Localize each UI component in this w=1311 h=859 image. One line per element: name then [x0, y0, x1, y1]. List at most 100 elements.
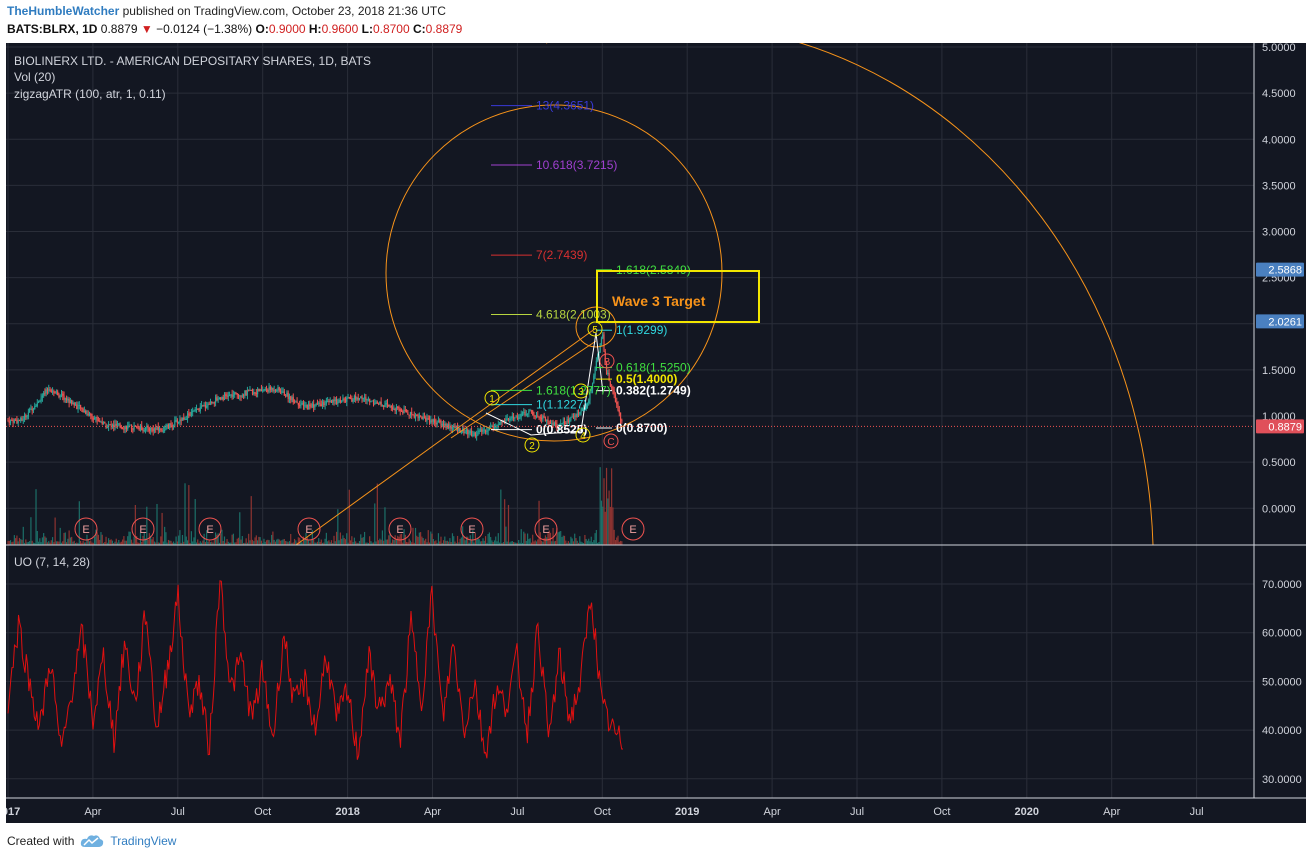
author-link[interactable]: TheHumbleWatcher [7, 4, 120, 18]
candle-body [82, 408, 84, 413]
candle-body [18, 420, 21, 422]
candle-body [397, 407, 399, 409]
volume-bar [502, 542, 504, 545]
candle-body [493, 428, 496, 430]
candle-body [458, 428, 460, 432]
candle-body [492, 425, 494, 429]
candle-body [232, 394, 235, 397]
candle-body [341, 400, 343, 403]
candle-body [216, 397, 218, 401]
volume-bar [588, 538, 590, 545]
candle-body [165, 426, 167, 430]
candle-body [111, 424, 114, 426]
candle-body [223, 394, 226, 400]
close-value: 0.8879 [425, 22, 463, 36]
volume-bar [380, 539, 382, 545]
volume-bar [12, 541, 14, 545]
earnings-circle [534, 517, 558, 541]
earnings-circle [460, 517, 484, 541]
wave-label: 4 [580, 431, 586, 442]
volume-bar [315, 542, 317, 545]
candle-body [203, 405, 205, 407]
volume-bar [616, 537, 618, 545]
candle-body [360, 396, 362, 399]
volume-bar [62, 541, 64, 545]
volume-bar [421, 536, 423, 545]
volume-bar [25, 539, 27, 545]
candle-body [337, 401, 339, 404]
volume-bar [484, 536, 487, 545]
candle-body [534, 415, 536, 417]
volume-bar [417, 537, 419, 545]
candle-body [91, 415, 93, 419]
volume-bar [416, 535, 418, 545]
volume-bar [384, 507, 386, 545]
candle-body [621, 420, 623, 422]
candle-body [144, 427, 147, 431]
tradingview-link[interactable]: TradingView [110, 834, 177, 848]
volume-bar [486, 542, 488, 545]
volume-bar [299, 537, 301, 545]
volume-bar [523, 531, 525, 545]
candle-body [342, 398, 344, 401]
volume-bar [68, 530, 70, 545]
volume-bar [57, 541, 59, 545]
candle-body [174, 420, 176, 426]
volume-bar [459, 538, 461, 545]
volume-bar [32, 542, 35, 545]
candle-body [581, 408, 583, 411]
volume-bar [458, 542, 460, 545]
chart-svg[interactable]: 13(4.3651) 10.618(3.7215) 7(2.7439) 4.618(2… [0, 23, 1306, 823]
candle-body [128, 424, 130, 426]
chart-area[interactable]: 13(4.3651) 10.618(3.7215) 7(2.7439) 4.618(2… [0, 23, 1306, 823]
volume-bar [376, 483, 378, 545]
time-tick-label: Apr [764, 806, 781, 818]
volume-bar [390, 542, 392, 545]
candle-body [430, 420, 432, 423]
volume-bar [97, 534, 100, 545]
volume-bar [111, 540, 114, 545]
earnings-label: E [542, 524, 549, 536]
candle-body [237, 395, 240, 397]
candle-body [566, 419, 568, 425]
volume-bar [367, 542, 370, 545]
candle-body [276, 390, 278, 392]
candle-body [209, 401, 212, 405]
candle-body [142, 430, 144, 432]
volume-bar [244, 542, 246, 545]
volume-bar [255, 535, 257, 545]
candle-body [537, 415, 539, 417]
volume-bar [524, 533, 526, 545]
candle-body [428, 419, 431, 423]
volume-bar [325, 532, 327, 545]
volume-bar [279, 540, 282, 545]
candle-body [99, 420, 101, 422]
candle-body [574, 415, 576, 417]
volume-bar [283, 539, 285, 545]
candle-body [72, 402, 74, 405]
candle-body [347, 397, 349, 399]
candle-body [488, 427, 490, 431]
volume-bar [371, 542, 373, 545]
volume-bar [206, 530, 208, 545]
candle-body [260, 389, 263, 392]
volume-bar [525, 540, 527, 545]
volume-bar [72, 541, 74, 545]
volume-bar [597, 542, 599, 545]
candle-body [7, 420, 9, 422]
candle-body [579, 412, 581, 415]
candle-body [101, 421, 103, 425]
volume-bar [365, 542, 367, 545]
candle-body [17, 420, 19, 423]
volume-bar [9, 540, 12, 545]
candle-body [279, 390, 282, 393]
candle-body [525, 414, 527, 416]
volume-bar [184, 483, 186, 545]
volume-bar [347, 542, 349, 545]
volume-bar [99, 539, 101, 545]
candle-body [484, 429, 487, 433]
candle-body [562, 421, 564, 424]
candle-body [90, 413, 92, 416]
volume-bar [456, 535, 459, 545]
volume-bar [197, 539, 199, 545]
